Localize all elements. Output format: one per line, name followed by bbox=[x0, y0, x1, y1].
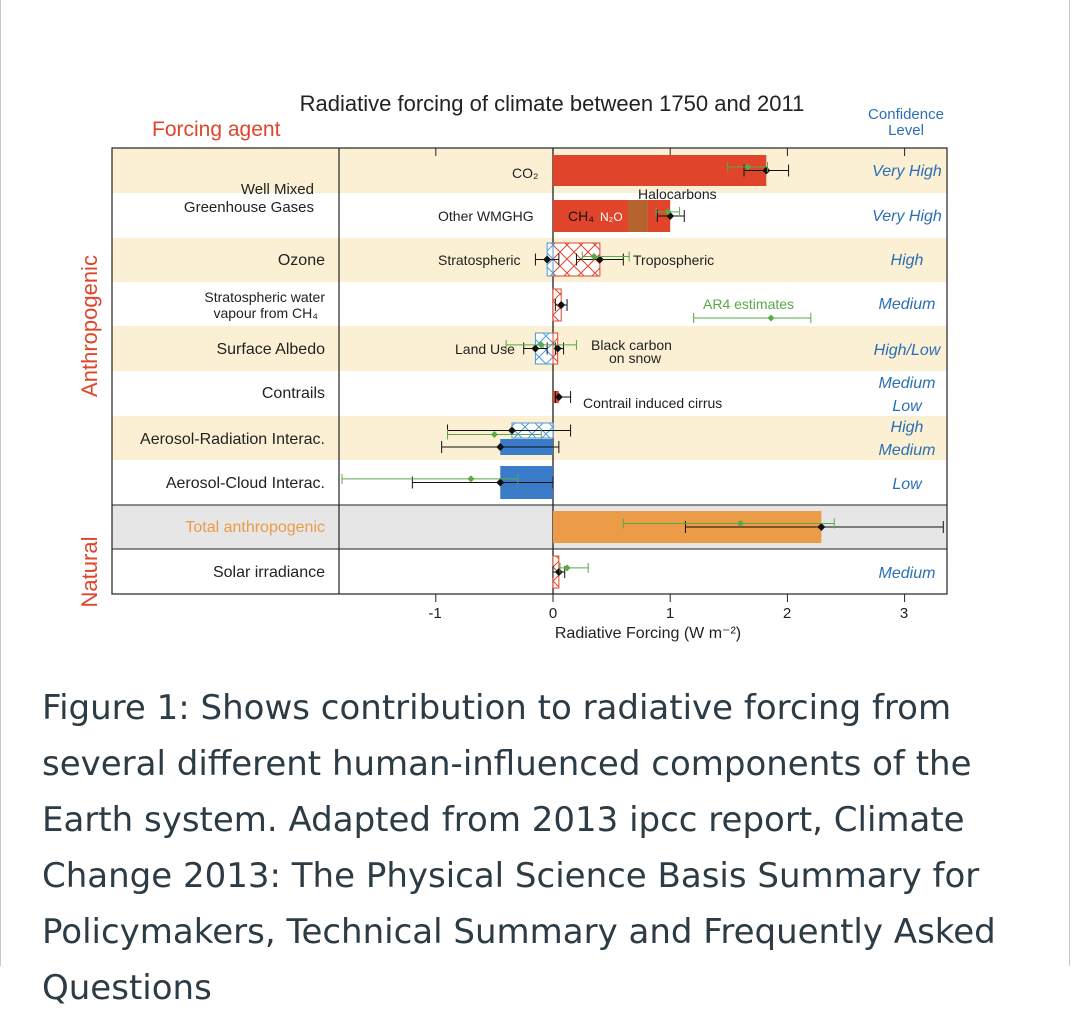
page-frame bbox=[0, 0, 1070, 966]
row-labels: Well Mixed Greenhouse Gases Ozone Strato… bbox=[140, 181, 325, 581]
row-bg bbox=[112, 282, 947, 326]
ar4-marker bbox=[744, 163, 752, 171]
x-ticks bbox=[435, 148, 906, 602]
label-stratospheric: Stratospheric bbox=[438, 252, 520, 268]
confidence-value: Medium bbox=[879, 442, 936, 459]
best-estimate-marker bbox=[762, 166, 771, 175]
annotations: CO₂ Halocarbons Other WMGHG CH₄ N₂O Stra… bbox=[438, 165, 794, 411]
figure-caption: Figure 1: Shows contribution to radiativ… bbox=[42, 688, 996, 1008]
label-contrail-cirrus: Contrail induced cirrus bbox=[583, 395, 722, 411]
ar4-marker bbox=[737, 519, 745, 527]
confidence-value: Very High bbox=[872, 208, 942, 225]
row-label: Solar irradiance bbox=[213, 564, 325, 581]
bar-ch- bbox=[553, 200, 629, 232]
row-bg bbox=[112, 371, 947, 416]
best-estimate-marker bbox=[554, 393, 563, 401]
row-bg bbox=[112, 238, 947, 282]
confidence-value: High bbox=[891, 252, 924, 269]
best-estimate-marker bbox=[496, 443, 505, 451]
label-land-use: Land Use bbox=[455, 341, 515, 357]
label-other-wmghg: Other WMGHG bbox=[438, 208, 534, 224]
radiative-forcing-chart: Anthropogenic Natural Radiative forcing … bbox=[77, 91, 948, 642]
row-label: Aerosol-Cloud Interac. bbox=[166, 475, 325, 492]
best-estimate-marker bbox=[531, 344, 540, 353]
ar4-marker bbox=[467, 475, 475, 483]
ar4-marker bbox=[563, 564, 571, 572]
confidence-header-line2: Level bbox=[888, 122, 924, 139]
row-bg bbox=[112, 148, 947, 193]
best-estimate-marker bbox=[595, 255, 604, 264]
row-bg bbox=[112, 549, 947, 594]
forcing-agent-header: Forcing agent bbox=[152, 118, 281, 141]
x-tick-label: 2 bbox=[783, 605, 791, 622]
row-bg bbox=[112, 193, 947, 238]
confidence-value: Very High bbox=[872, 163, 942, 180]
row-label: vapour from CH₄ bbox=[213, 305, 318, 321]
x-tick-label: 1 bbox=[666, 605, 674, 622]
ar4-marker bbox=[590, 252, 598, 260]
ar4-marker bbox=[490, 430, 498, 438]
bar-n-o bbox=[628, 200, 648, 232]
row-label: Stratospheric water bbox=[204, 289, 325, 305]
row-label: Greenhouse Gases bbox=[184, 199, 314, 216]
x-tick-labels: -1 0 1 2 3 bbox=[428, 605, 908, 622]
label-co2: CO₂ bbox=[512, 165, 538, 181]
group-label-anthropogenic: Anthropogenic bbox=[77, 255, 102, 397]
confidence-header-line1: Confidence bbox=[868, 106, 944, 123]
x-tick-label: -1 bbox=[428, 605, 441, 622]
chart-title: Radiative forcing of climate between 175… bbox=[300, 91, 805, 116]
row-label: Well Mixed bbox=[241, 181, 314, 198]
label-ch4: CH₄ bbox=[568, 208, 594, 224]
best-estimate-marker bbox=[543, 255, 552, 264]
label-black-carbon-2: on snow bbox=[609, 350, 662, 366]
ar4-marker bbox=[664, 208, 672, 216]
group-label-natural: Natural bbox=[77, 537, 102, 608]
best-estimate-marker bbox=[557, 301, 566, 309]
label-tropospheric: Tropospheric bbox=[633, 252, 714, 268]
bars bbox=[411, 155, 944, 589]
best-estimate-marker bbox=[496, 478, 505, 487]
x-tick-label: 0 bbox=[549, 605, 557, 622]
best-estimate-marker bbox=[553, 344, 562, 353]
confidence-value: Medium bbox=[879, 296, 936, 313]
row-label: Surface Albedo bbox=[216, 341, 325, 358]
ar4-estimates bbox=[341, 161, 835, 573]
best-estimate-marker bbox=[554, 568, 563, 576]
confidence-value: Medium bbox=[879, 375, 936, 392]
row-label: Contrails bbox=[262, 385, 325, 402]
confidence-value: Low bbox=[892, 476, 923, 493]
x-tick-label: 3 bbox=[900, 605, 908, 622]
label-halocarbons: Halocarbons bbox=[638, 186, 717, 202]
confidence-value: High bbox=[891, 419, 924, 436]
confidence-value: Low bbox=[892, 398, 923, 415]
row-label: Ozone bbox=[278, 252, 325, 269]
ar4-marker bbox=[767, 314, 775, 322]
best-estimate-marker bbox=[507, 426, 516, 435]
bar-co- bbox=[553, 155, 767, 186]
chart-frame bbox=[111, 147, 948, 595]
confidence-levels: Very High Very High High Medium High/Low… bbox=[872, 163, 942, 582]
x-axis-label: Radiative Forcing (W m⁻²) bbox=[555, 625, 741, 642]
confidence-value: Medium bbox=[879, 565, 936, 582]
label-black-carbon-1: Black carbon bbox=[591, 337, 672, 353]
row-label-total: Total anthropogenic bbox=[185, 519, 325, 536]
row-label: Aerosol-Radiation Interac. bbox=[140, 431, 325, 448]
ar4-marker bbox=[537, 341, 545, 349]
label-ar4: AR4 estimates bbox=[703, 296, 794, 312]
confidence-value: High/Low bbox=[874, 342, 942, 359]
label-n2o: N₂O bbox=[600, 210, 623, 224]
best-estimate-marker bbox=[817, 523, 826, 531]
